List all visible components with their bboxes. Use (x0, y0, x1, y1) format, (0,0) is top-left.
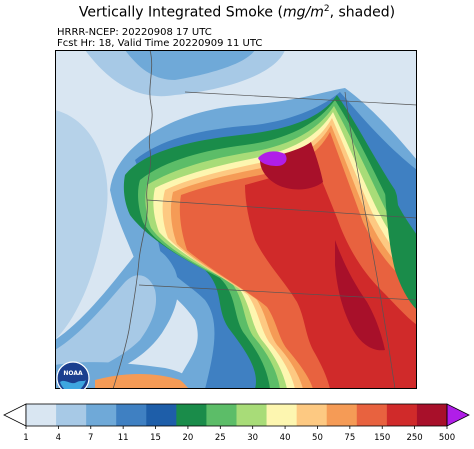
valid-time-label: Fcst Hr: 18, Valid Time 20220909 11 UTC (57, 38, 263, 49)
colorbar-cell (266, 404, 297, 426)
colorbar-tick-label: 500 (439, 433, 455, 443)
chart-title: Vertically Integrated Smoke (mg/m2, shad… (0, 4, 474, 21)
colorbar-cell (56, 404, 87, 426)
colorbar-tick-label: 250 (406, 433, 422, 443)
colorbar-tick-label: 4 (56, 433, 61, 443)
state-border-mid (146, 199, 417, 219)
ocean-light-band (55, 110, 108, 340)
noaa-logo-text: NOAA (63, 370, 83, 377)
map-frame (55, 50, 417, 389)
colorbar-cell (116, 404, 147, 426)
state-border-south (138, 284, 417, 301)
colorbar-tick-label: 75 (344, 433, 355, 443)
smoke-purple-maximum (258, 151, 287, 166)
colorbar-cell (236, 404, 267, 426)
colorbar-tick-label: 15 (150, 433, 161, 443)
colorbar-tick-label: 20 (183, 433, 194, 443)
colorbar-cell (386, 404, 418, 426)
eastern-edge-blue (395, 180, 417, 235)
title-tail: , shaded) (329, 4, 396, 21)
colorbar-tick-label: 11 (118, 433, 129, 443)
colorbar-tick-label: 25 (215, 433, 226, 443)
smoke-map: NOAA (55, 50, 417, 389)
state-border-east (344, 91, 396, 389)
colorbar-cell (26, 404, 57, 426)
title-unit-superscript: 2 (323, 4, 330, 14)
title-unit: mg/m (282, 4, 324, 21)
colorbar-cell (146, 404, 177, 426)
colorbar-frame (25, 403, 448, 427)
colorbar-tick-label: 150 (374, 433, 390, 443)
colorbar-cell (326, 404, 358, 426)
northern-dark-band (125, 50, 255, 80)
colorbar-cell (206, 404, 237, 426)
colorbar-cell (356, 404, 388, 426)
colorbar-cell (416, 404, 448, 426)
colorbar: 1 4 7 11 15 20 25 30 40 50 75 150 250 500 (3, 403, 470, 443)
smoke-dark-red (260, 142, 323, 190)
colorbar-tick-label: 40 (280, 433, 291, 443)
colorbar-tick-label: 50 (312, 433, 323, 443)
colorbar-over-arrow (446, 403, 470, 427)
colorbar-tick-label: 30 (247, 433, 258, 443)
colorbar-cell (86, 404, 117, 426)
colorbar-under-arrow (3, 403, 27, 427)
colorbar-cell (176, 404, 207, 426)
colorbar-tick-label: 7 (88, 433, 93, 443)
smoke-dark-red-core (335, 240, 385, 351)
western-light-lobe (55, 275, 157, 386)
noaa-logo: NOAA (56, 361, 90, 389)
colorbar-tick-label: 1 (23, 433, 28, 443)
state-border-north (184, 91, 417, 106)
colorbar-cell (296, 404, 328, 426)
southwest-smoke-orange (95, 374, 189, 389)
model-run-label: HRRR-NCEP: 20220908 17 UTC (57, 27, 212, 38)
title-text: Vertically Integrated Smoke ( (78, 4, 283, 21)
